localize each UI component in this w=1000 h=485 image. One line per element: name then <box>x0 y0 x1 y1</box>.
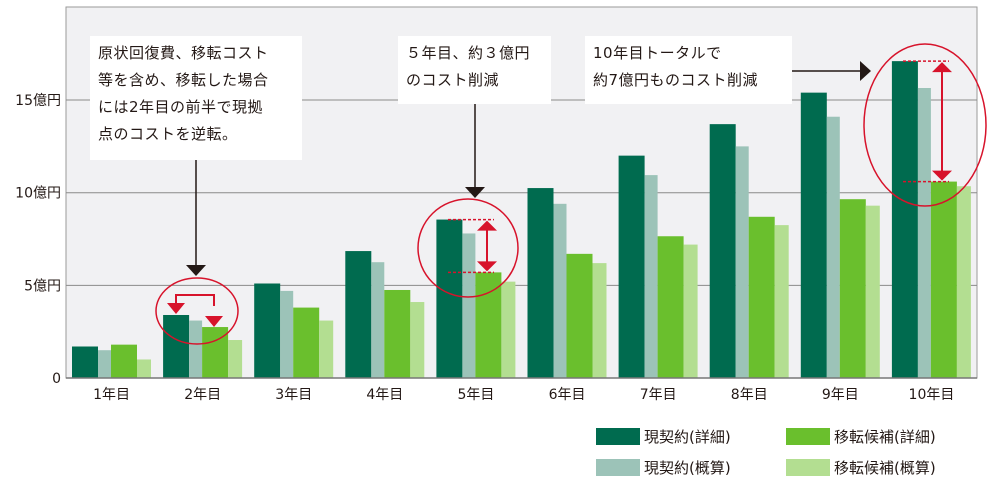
legend-label: 移転候補(詳細) <box>834 428 936 446</box>
arrow-down-icon <box>465 187 485 198</box>
annotation-year2: 原状回復費、移転コスト 等を含め、移転した場合 には2年目の前半で現拠 点のコス… <box>90 36 302 160</box>
bar <box>293 307 320 378</box>
y-tick-label: 10億円 <box>15 186 61 202</box>
legend-current-detail: 現契約(詳細) <box>596 426 731 447</box>
bar <box>475 272 502 378</box>
legend-move-estimate: 移転候補(概算) <box>786 457 936 478</box>
x-tick-label: 5年目 <box>457 387 494 403</box>
legend-swatch <box>786 428 830 445</box>
bar <box>774 225 789 378</box>
annotation-line: 原状回復費、移転コスト <box>98 44 269 62</box>
bar <box>800 92 827 378</box>
bar <box>527 188 554 378</box>
arrow-down-icon <box>477 261 497 272</box>
bar <box>345 251 372 378</box>
bar <box>891 61 918 379</box>
x-tick-label: 3年目 <box>275 387 312 403</box>
legend-label: 現契約(概算) <box>644 459 731 477</box>
annotation-year10: 10年目トータルで 約7億円ものコスト削減 <box>585 36 792 104</box>
y-tick-label: 0 <box>52 371 61 387</box>
bar <box>384 289 411 378</box>
x-tick-label: 1年目 <box>93 387 130 403</box>
bar <box>683 244 698 378</box>
bar <box>553 203 567 378</box>
x-tick-label: 2年目 <box>184 387 221 403</box>
bar <box>826 116 840 379</box>
bar <box>956 186 971 378</box>
bar <box>410 302 425 378</box>
x-tick-label: 6年目 <box>549 387 586 403</box>
legend-swatch <box>786 459 830 476</box>
bar <box>592 263 607 378</box>
bar <box>865 205 880 378</box>
arrow-down-icon <box>205 316 223 327</box>
legend-current-estimate: 現契約(概算) <box>596 457 731 478</box>
bar <box>566 253 593 378</box>
highlight-ellipse <box>155 277 239 345</box>
bar <box>930 181 957 378</box>
bar <box>735 146 749 378</box>
x-tick-label: 4年目 <box>366 387 403 403</box>
y-tick-label: 5億円 <box>24 278 61 294</box>
bar <box>657 236 684 378</box>
highlight-ellipse <box>417 198 519 298</box>
annotation-line: ５年目、約３億円 <box>406 44 531 62</box>
legend-label: 移転候補(概算) <box>834 459 936 477</box>
annotation-line: 10年目トータルで <box>593 44 722 62</box>
bar <box>280 290 294 378</box>
arrow-down-icon <box>932 170 952 181</box>
arrow-down-icon <box>167 303 185 314</box>
arrow-up-icon <box>932 62 952 73</box>
annotation-line: 等を含め、移転した場合 <box>98 71 269 89</box>
annotation-year5: ５年目、約３億円 のコスト削減 <box>398 36 551 104</box>
bar <box>462 233 476 378</box>
bar <box>72 346 98 378</box>
arrow-down-icon <box>186 265 206 276</box>
y-tick-label: 15億円 <box>15 93 61 109</box>
bar <box>371 262 385 378</box>
highlight-ellipse <box>863 43 987 207</box>
legend-move-detail: 移転候補(詳細) <box>786 426 936 447</box>
x-tick-label: 10年目 <box>909 387 955 403</box>
bar <box>111 344 137 378</box>
x-tick-label: 7年目 <box>640 387 677 403</box>
bar <box>163 314 190 378</box>
bar <box>501 281 516 378</box>
arrow-up-icon <box>477 220 497 231</box>
bar <box>917 88 931 379</box>
bar <box>644 175 658 378</box>
bar <box>254 283 281 378</box>
x-tick-label: 9年目 <box>822 387 859 403</box>
bar <box>839 199 866 378</box>
x-tick-label: 8年目 <box>731 387 768 403</box>
bar <box>202 327 229 378</box>
bar <box>228 340 243 378</box>
annotation-line: 約7億円ものコスト削減 <box>593 71 759 89</box>
annotation-line: には2年目の前半で現拠 <box>98 98 264 116</box>
bar <box>436 219 463 378</box>
bar <box>319 320 334 378</box>
bar <box>618 155 645 378</box>
bar <box>98 350 111 378</box>
bar <box>189 320 203 378</box>
arrow-right-icon <box>860 61 871 81</box>
bar <box>709 124 736 378</box>
legend-label: 現契約(詳細) <box>644 428 731 446</box>
bar <box>137 359 151 378</box>
annotation-line: 点のコストを逆転。 <box>98 125 238 143</box>
legend-swatch <box>596 428 640 445</box>
legend-swatch <box>596 459 640 476</box>
bar <box>748 216 775 378</box>
annotation-line: のコスト削減 <box>406 71 500 89</box>
crossover-line <box>175 294 215 306</box>
